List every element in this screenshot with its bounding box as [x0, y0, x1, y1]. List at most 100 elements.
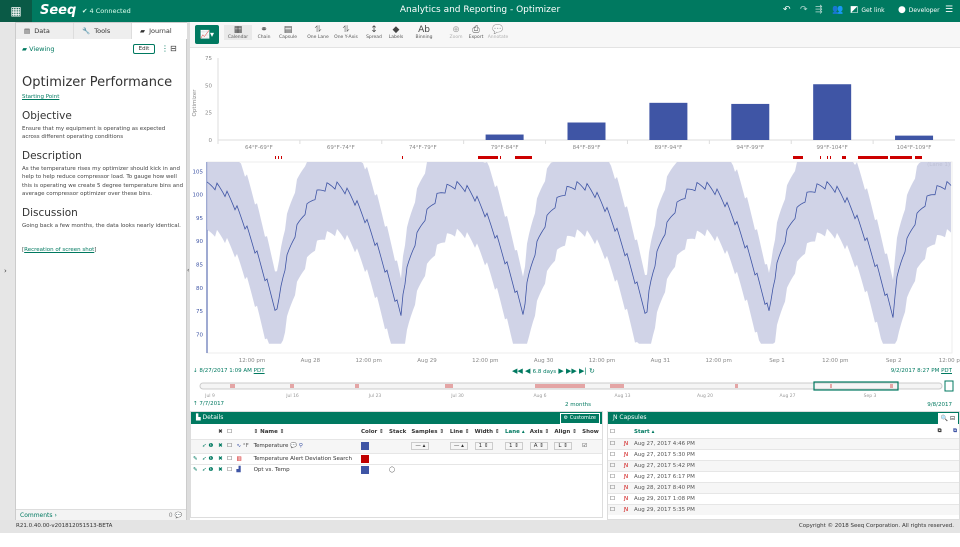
col-line[interactable]: Line ⇕ — [449, 428, 470, 435]
jump-now-icon[interactable]: ▶| — [579, 367, 587, 375]
capsule-mark[interactable] — [793, 156, 803, 159]
capsule-mark[interactable] — [478, 156, 498, 159]
apps-grid-icon[interactable]: ▦ — [0, 0, 32, 22]
capsule-mark[interactable] — [842, 156, 846, 159]
width-select[interactable]: 1 ⇕ — [474, 442, 493, 450]
annotation-icons[interactable]: 💬 ⚲ — [290, 443, 303, 449]
col-show[interactable]: Show — [582, 428, 599, 435]
users-icon[interactable]: 👥 — [832, 5, 844, 15]
end-time[interactable]: 9/2/2017 8:27 PM — [890, 368, 940, 374]
tool-calendar[interactable]: ▦ Calendar — [224, 25, 252, 40]
capsule-mark[interactable] — [402, 156, 403, 159]
collapse-icon[interactable]: ‹ — [187, 267, 190, 274]
axis-select[interactable]: A ⇕ — [529, 442, 548, 450]
overview-end[interactable]: 9/8/2017 — [927, 402, 952, 408]
bar[interactable] — [649, 102, 688, 140]
tool-labels[interactable]: ◆ Labels — [382, 25, 410, 40]
bar[interactable] — [567, 122, 606, 140]
overview-duration[interactable]: 2 months — [565, 402, 591, 408]
col-name[interactable]: ⇕ Name ⇕ — [253, 428, 285, 435]
row-checkbox[interactable]: ☐ — [610, 451, 615, 458]
comments-toggle[interactable]: Comments › — [20, 512, 57, 519]
remove-icon[interactable]: ✖ — [218, 455, 223, 462]
capsule-mark[interactable] — [500, 156, 501, 159]
left-collapse-strip[interactable]: › — [0, 22, 15, 520]
zoom-capsules-icon[interactable]: 🔍 ⊟ — [937, 413, 958, 425]
capsule-mark[interactable] — [830, 156, 831, 159]
tool-chain[interactable]: ⚭ Chain — [250, 25, 278, 40]
select-all-checkbox[interactable]: ☐ — [227, 428, 233, 435]
step-forward-far-icon[interactable]: ▶▶ — [565, 367, 577, 375]
table-row[interactable]: ✎ ➶ ❶ ✖ ☐ ▥ Temperature Alert Deviation Searc… — [191, 453, 602, 464]
user-menu[interactable]: ● Developer — [898, 5, 940, 15]
remove-icon[interactable]: ✖ — [218, 466, 223, 473]
actions-icons[interactable]: ➶ ❶ — [202, 466, 214, 473]
row-checkbox[interactable]: ☐ — [610, 495, 615, 502]
show-checkbox[interactable]: ☑ — [582, 443, 588, 449]
bar[interactable] — [731, 103, 770, 140]
tool-spread[interactable]: ↕ Spread — [360, 25, 388, 40]
recreation-link[interactable]: Recreation of screen shot — [24, 247, 95, 253]
refresh-icon[interactable]: ↻ — [588, 367, 595, 375]
redo-all-icon[interactable]: ⇶ — [815, 5, 823, 15]
step-back-far-icon[interactable]: ◀◀ — [512, 367, 523, 375]
split-view-icon[interactable]: ⊟ — [170, 44, 177, 53]
comments-bar[interactable]: Comments › 0 💬 — [16, 509, 186, 520]
row-checkbox[interactable]: ☐ — [227, 455, 233, 462]
tab-journal[interactable]: ▰ Journal — [132, 23, 188, 39]
step-back-icon[interactable]: ◀ — [525, 367, 531, 375]
capsule-mark[interactable] — [515, 156, 532, 159]
capsule-row[interactable]: ☐ Ɲ Aug 27, 2017 5:42 PM — [608, 460, 959, 471]
display-start[interactable]: ↓ 8/27/2017 1:09 AM PDT — [193, 368, 265, 374]
panel-resize-handle[interactable]: ‹ — [187, 22, 190, 520]
tool-capsule[interactable]: ▤ Capsule — [274, 25, 302, 40]
color-swatch[interactable] — [361, 454, 369, 463]
capsule-row[interactable]: ☐ Ɲ Aug 27, 2017 6:17 PM — [608, 471, 959, 482]
col-align[interactable]: Align ⇕ — [554, 428, 577, 435]
remove-icon[interactable]: ✖ — [218, 443, 223, 449]
edit-icon[interactable]: ✎ — [193, 466, 198, 473]
capsule-mark[interactable] — [275, 156, 276, 159]
overview-timeline[interactable]: Jul 9 Jul 16 Jul 23 Jul 30 Aug 6 Aug 13 Aug 20… — [190, 378, 960, 400]
bar[interactable] — [813, 84, 852, 140]
tool-binning[interactable]: Ab Binning — [410, 25, 438, 40]
col-color[interactable]: Color ⇕ — [361, 428, 384, 435]
capsule-row[interactable]: ☐ Ɲ Aug 28, 2017 8:40 PM — [608, 482, 959, 493]
more-icon[interactable]: ⋮ — [161, 44, 169, 53]
tab-data[interactable]: ▤ Data — [16, 23, 74, 39]
redo-icon[interactable]: ↷ — [800, 5, 808, 15]
step-forward-icon[interactable]: ▶ — [558, 367, 564, 375]
capsule-mark[interactable] — [858, 156, 888, 159]
overview-start-date[interactable]: 7/7/2017 — [199, 401, 225, 407]
row-checkbox[interactable]: ☐ — [227, 466, 233, 473]
expand-icon[interactable]: › — [4, 267, 7, 275]
row-checkbox[interactable]: ☐ — [610, 462, 615, 469]
capsule-row[interactable]: ☐ Ɲ Aug 29, 2017 1:08 PM — [608, 493, 959, 504]
row-checkbox[interactable]: ☐ — [610, 473, 615, 480]
lane-select[interactable]: 1 ⇕ — [505, 442, 523, 450]
view-selector-button[interactable]: 📈▾ — [195, 25, 219, 44]
table-row[interactable]: ➶ ❶ ✖ ☐ ∿ °F Temperature 💬 ⚲ — ▴ — ▴ 1 ⇕ 1 ⇕ A … — [191, 439, 602, 453]
col-stack[interactable]: Stack — [389, 428, 407, 435]
capsule-mark[interactable] — [281, 156, 282, 159]
tool-one-lane[interactable]: ⥮ One Lane — [304, 25, 332, 40]
remove-all-icon[interactable]: ✖ — [218, 428, 223, 435]
samples-select[interactable]: — ▴ — [411, 442, 430, 450]
timezone[interactable]: PDT — [941, 368, 952, 374]
edit-icon[interactable]: ✎ — [193, 455, 198, 462]
line-select[interactable]: — ▴ — [449, 442, 468, 450]
tool-zoom[interactable]: ⊕ Zoom — [442, 25, 470, 40]
connection-status[interactable]: ✔ 4 Connected — [82, 7, 131, 15]
display-duration[interactable]: 6.8 days — [532, 369, 557, 375]
tool-export[interactable]: ⎙ Export — [462, 25, 490, 40]
stack-checkbox[interactable]: ◯ — [389, 466, 396, 473]
capsule-mark[interactable] — [827, 156, 828, 159]
timezone[interactable]: PDT — [253, 368, 265, 374]
col-samples[interactable]: Samples ⇕ — [411, 428, 445, 435]
row-checkbox[interactable]: ☐ — [610, 506, 615, 513]
tool-annotate[interactable]: 💬 Annotate — [484, 25, 512, 40]
row-checkbox[interactable]: ☐ — [227, 443, 233, 449]
bar[interactable] — [485, 134, 524, 140]
capsule-mark[interactable] — [820, 156, 821, 159]
bar[interactable] — [895, 135, 934, 140]
